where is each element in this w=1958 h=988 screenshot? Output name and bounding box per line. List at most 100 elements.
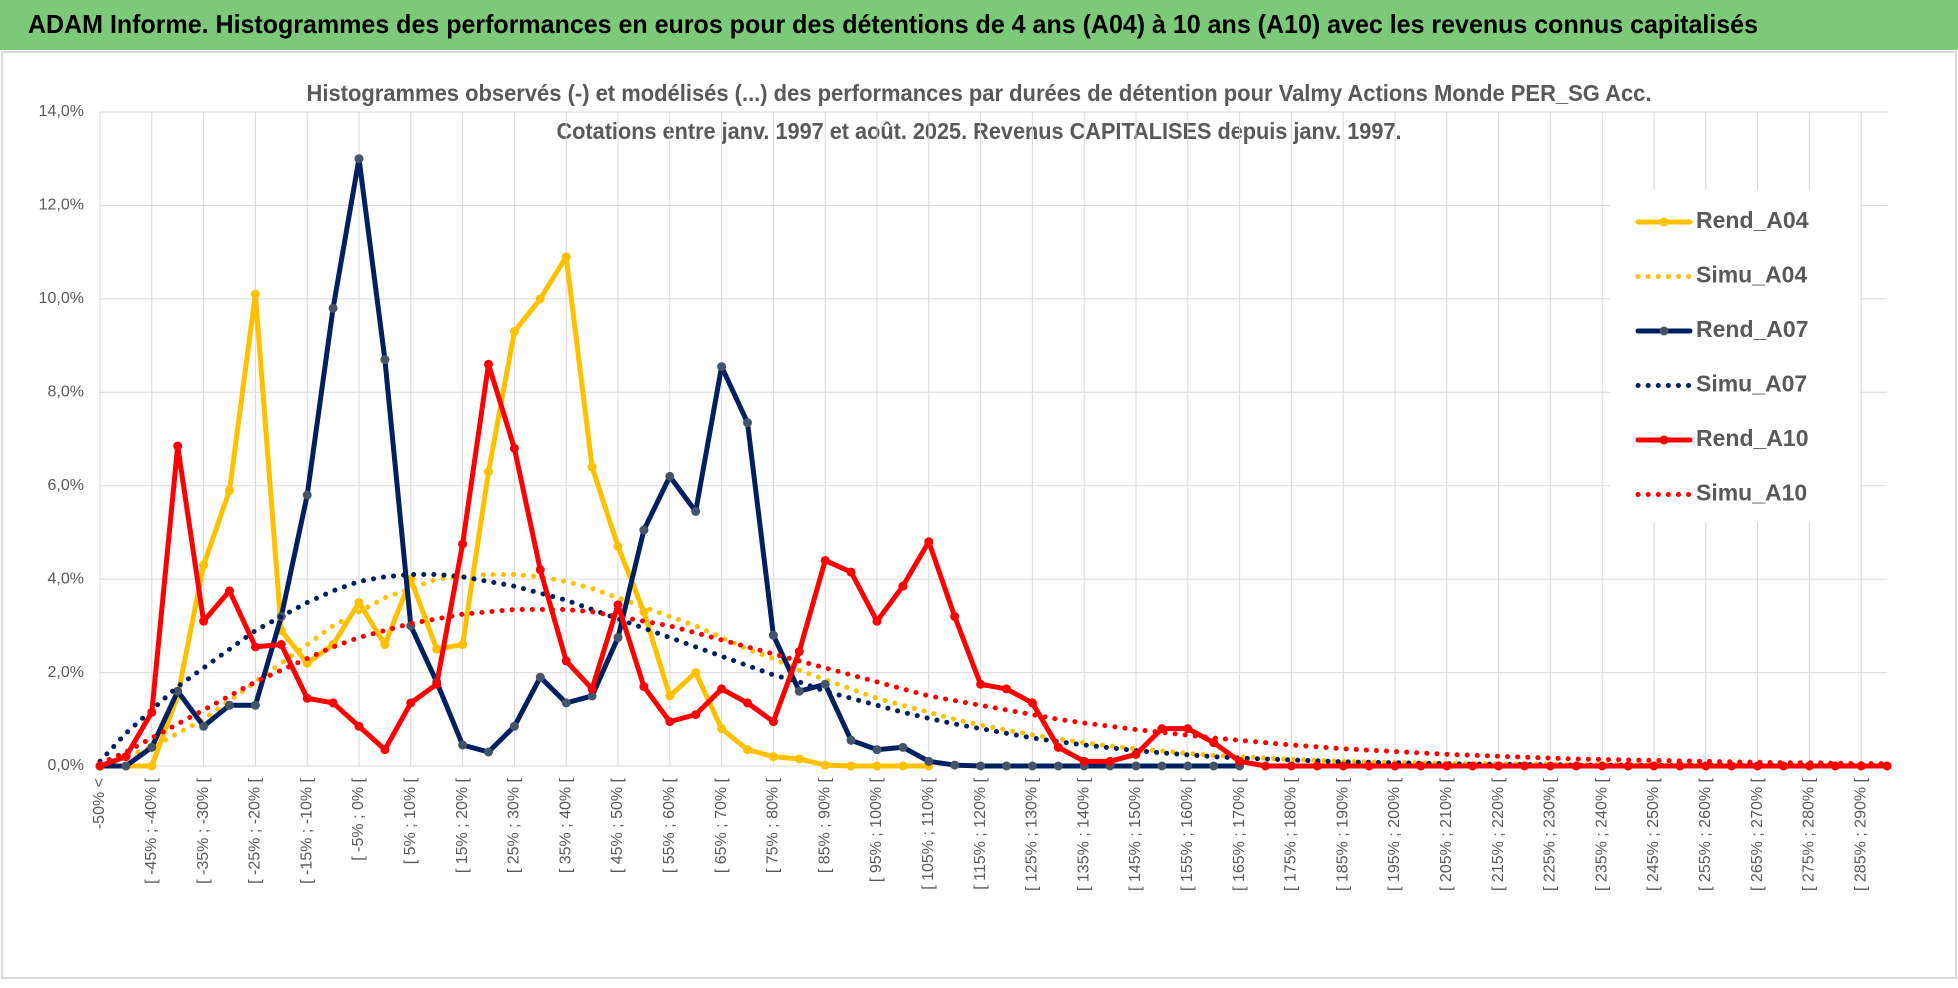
data-point — [458, 740, 468, 750]
data-point — [587, 462, 597, 472]
data-point — [1131, 749, 1141, 759]
data-point — [1623, 761, 1633, 771]
data-point — [768, 630, 778, 640]
data-point — [1027, 698, 1037, 708]
data-point — [1338, 761, 1348, 771]
data-point — [250, 642, 260, 652]
x-tick-label: [ 35% ; 40% [ — [557, 777, 574, 873]
x-tick-label: [ 5% ; 10% [ — [402, 777, 419, 864]
data-point — [613, 600, 623, 610]
data-point — [665, 717, 675, 727]
data-point — [302, 490, 312, 500]
x-tick-label: [ -35% ; -30% [ — [195, 777, 212, 883]
data-point — [1235, 756, 1245, 766]
data-point — [898, 581, 908, 591]
data-point — [898, 761, 908, 771]
series-line — [97, 571, 1890, 769]
data-point — [924, 537, 934, 547]
chart-subtitle: Cotations entre janv. 1997 et août. 2025… — [557, 118, 1402, 144]
data-point — [535, 565, 545, 575]
x-tick-label: [ 115% ; 120% [ — [972, 777, 989, 889]
x-tick-label: [ 55% ; 60% [ — [661, 777, 678, 873]
data-point — [1701, 761, 1711, 771]
y-tick-label: 14,0% — [39, 103, 84, 120]
data-point — [587, 691, 597, 701]
x-tick-label: [ -25% ; -20% [ — [247, 777, 264, 883]
x-tick-label: [ -45% ; -40% [ — [143, 777, 160, 883]
x-tick-label: [ 85% ; 90% [ — [816, 777, 833, 873]
data-point — [509, 443, 519, 453]
data-point — [509, 327, 519, 337]
data-point — [1882, 761, 1892, 771]
data-point — [846, 567, 856, 577]
data-point — [613, 633, 623, 643]
y-tick-label: 10,0% — [39, 290, 84, 307]
data-point — [639, 682, 649, 692]
data-point — [1312, 761, 1322, 771]
data-point — [1157, 761, 1167, 771]
data-point — [1597, 761, 1607, 771]
data-point — [225, 485, 234, 495]
data-point — [872, 761, 882, 771]
data-point — [1105, 756, 1115, 766]
data-point — [561, 698, 571, 708]
x-tick-label: [ 265% ; 270% [ — [1749, 777, 1766, 891]
x-tick-label: [ -5% ; 0% [ — [350, 777, 367, 860]
data-point — [846, 761, 856, 771]
data-point — [121, 752, 131, 762]
data-point — [820, 679, 830, 689]
data-point — [1390, 761, 1400, 771]
data-point — [691, 506, 701, 516]
data-point — [613, 541, 623, 551]
data-point — [147, 707, 157, 717]
y-tick-label: 12,0% — [39, 197, 84, 214]
data-point — [717, 684, 727, 694]
data-point — [535, 294, 545, 304]
data-point — [1053, 742, 1063, 752]
y-tick-label: 6,0% — [48, 477, 84, 494]
data-point — [1002, 684, 1011, 694]
data-point — [924, 756, 934, 766]
data-point — [509, 721, 519, 731]
data-point — [1649, 761, 1659, 771]
x-tick-label: [ 205% ; 210% [ — [1438, 777, 1455, 891]
data-point — [743, 418, 752, 428]
series-line — [97, 607, 1890, 767]
data-point — [1053, 761, 1063, 771]
data-point — [1364, 761, 1374, 771]
data-point — [846, 735, 856, 745]
data-point — [328, 303, 338, 313]
x-tick-label: [ 145% ; 150% [ — [1127, 777, 1144, 891]
data-point — [199, 721, 209, 731]
x-tick-label: [ 235% ; 240% [ — [1593, 777, 1610, 891]
y-tick-label: 8,0% — [48, 384, 84, 401]
data-point — [1286, 761, 1296, 771]
data-point — [380, 355, 390, 365]
data-point — [1002, 761, 1011, 771]
x-tick-label: [ 245% ; 250% [ — [1645, 777, 1662, 891]
x-tick-label: [ 275% ; 280% [ — [1801, 777, 1818, 891]
x-tick-label: -50% < — [91, 778, 108, 829]
data-point — [1261, 761, 1270, 771]
legend-label: Rend_A04 — [1696, 207, 1809, 233]
data-point — [380, 745, 390, 755]
x-tick-label: [ 225% ; 230% [ — [1542, 777, 1559, 891]
data-point — [406, 698, 416, 708]
y-tick-label: 4,0% — [48, 570, 84, 587]
data-point — [820, 555, 830, 565]
data-point — [199, 560, 209, 570]
data-point — [147, 742, 157, 752]
x-tick-label: [ 95% ; 100% [ — [868, 777, 885, 882]
x-tick-label: [ 65% ; 70% [ — [713, 777, 730, 873]
data-point — [380, 640, 390, 650]
data-point — [535, 672, 545, 682]
data-point — [199, 616, 209, 626]
legend-label: Simu_A04 — [1696, 262, 1807, 288]
data-point — [458, 539, 468, 549]
data-point — [639, 525, 649, 535]
data-point — [665, 471, 675, 481]
data-point — [1183, 724, 1193, 734]
x-tick-label: [ 75% ; 80% [ — [765, 777, 782, 873]
data-point — [794, 686, 804, 696]
data-point — [173, 686, 183, 696]
